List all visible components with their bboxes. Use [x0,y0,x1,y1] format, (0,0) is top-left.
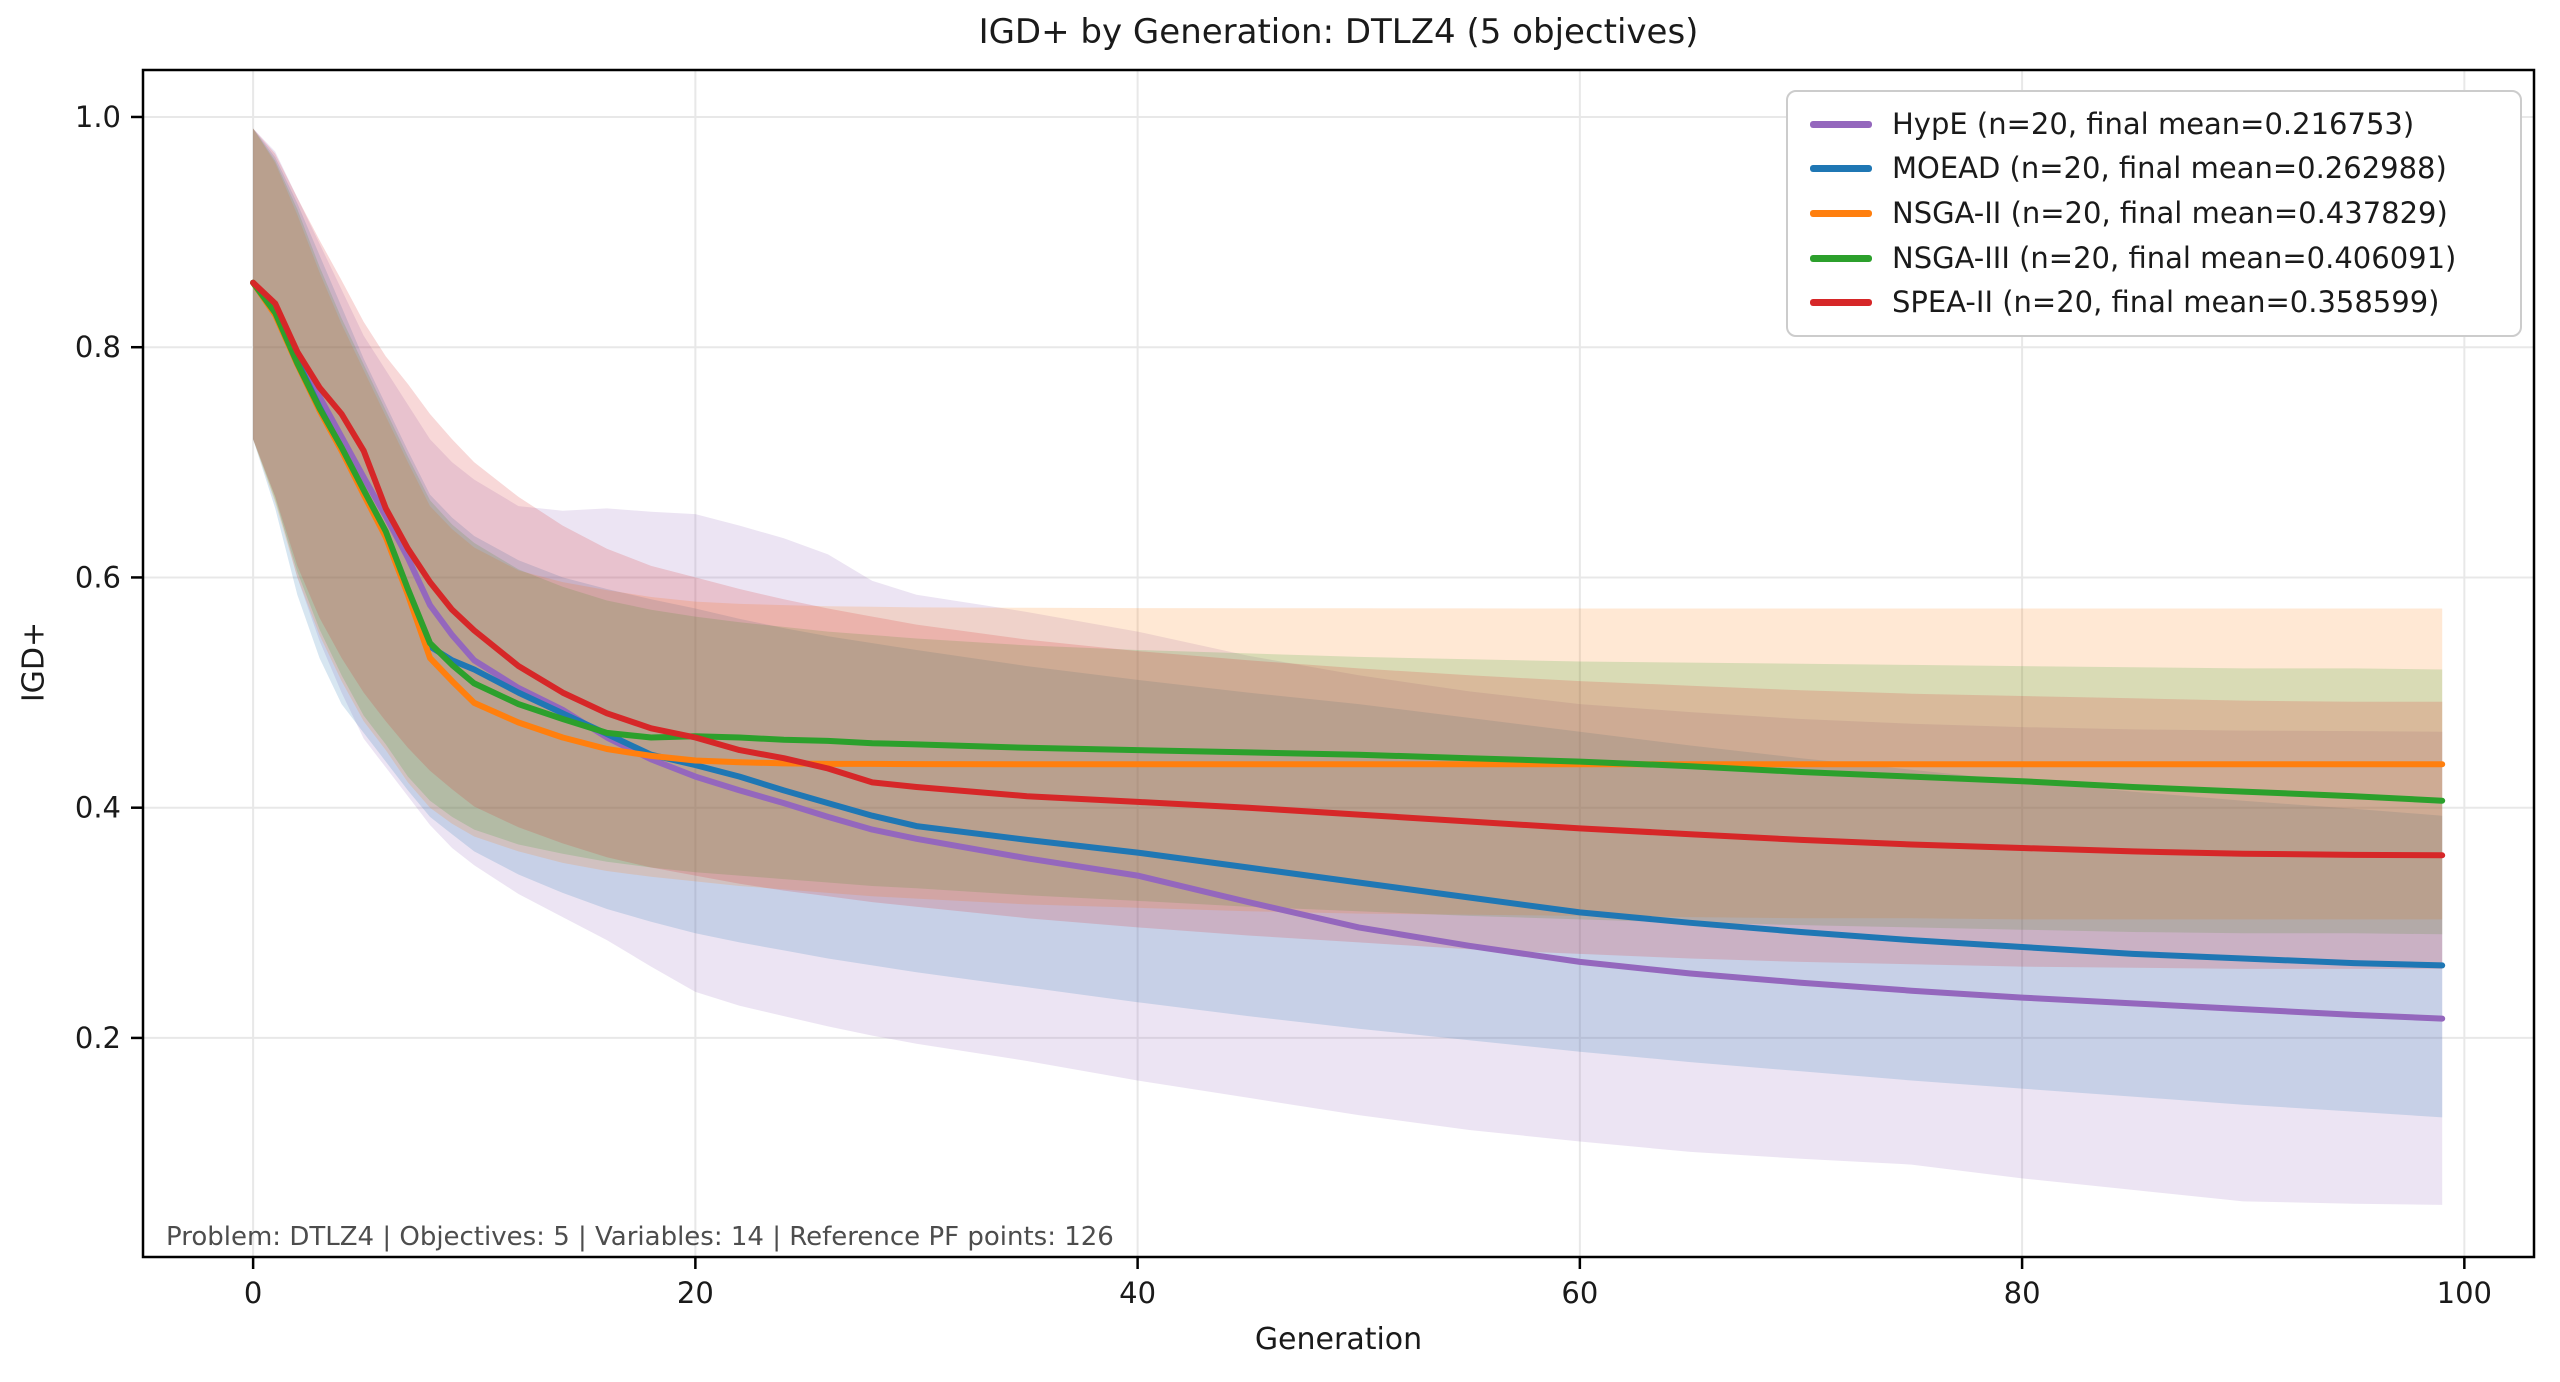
legend-item-SPEA-II: SPEA-II (n=20, final mean=0.358599) [1788,281,2520,325]
series-band-HypE [253,128,2443,1205]
y-tick-label: 1.0 [75,100,121,134]
plot-frame [141,68,2536,1259]
chart-title: IGD+ by Generation: DTLZ4 (5 objectives) [978,12,1699,52]
y-tick-label: 0.8 [75,330,121,364]
legend-swatch-NSGA-II [1810,209,1872,217]
legend-label: NSGA-III (n=20, final mean=0.406091) [1892,240,2457,275]
series-band-NSGA-II [253,128,2443,920]
legend-item-NSGA-III: NSGA-III (n=20, final mean=0.406091) [1788,236,2520,280]
y-axis-label: IGD+ [16,621,52,703]
footer-note: Problem: DTLZ4 | Objectives: 5 | Variabl… [166,1222,1114,1252]
y-tick-label: 0.6 [75,560,121,594]
legend-label: MOEAD (n=20, final mean=0.262988) [1892,151,2447,186]
legend-box: HypE (n=20, final mean=0.216753) MOEAD (n… [1786,90,2522,337]
legend-swatch-HypE [1810,120,1872,128]
series-band-NSGA-III [253,128,2443,935]
legend-swatch-SPEA-II [1810,299,1872,307]
legend-item-MOEAD: MOEAD (n=20, final mean=0.262988) [1788,147,2520,191]
legend-swatch-NSGA-III [1810,254,1872,262]
x-tick-label: 0 [244,1276,262,1310]
series-band-SPEA-II [253,128,2443,969]
y-tick-label: 0.4 [75,791,121,825]
x-tick-label: 100 [2437,1276,2492,1310]
series-line-NSGA-III [250,279,2446,804]
legend-item-HypE: HypE (n=20, final mean=0.216753) [1788,102,2520,146]
x-tick-label: 40 [1119,1276,1156,1310]
legend-label: NSGA-II (n=20, final mean=0.437829) [1892,195,2448,230]
y-tick-label: 0.2 [75,1021,121,1055]
series-band-MOEAD [253,128,2443,1118]
legend-label: SPEA-II (n=20, final mean=0.358599) [1892,285,2440,320]
x-axis-label: Generation [1254,1322,1423,1357]
x-tick-label: 20 [677,1276,714,1310]
x-tick-label: 60 [1561,1276,1598,1310]
legend-item-NSGA-II: NSGA-II (n=20, final mean=0.437829) [1788,191,2520,235]
x-tick-label: 80 [2004,1276,2041,1310]
series-line-SPEA-II [250,279,2446,859]
legend-swatch-MOEAD [1810,165,1872,173]
legend-label: HypE (n=20, final mean=0.216753) [1892,106,2415,141]
series-line-HypE [250,279,2446,1022]
